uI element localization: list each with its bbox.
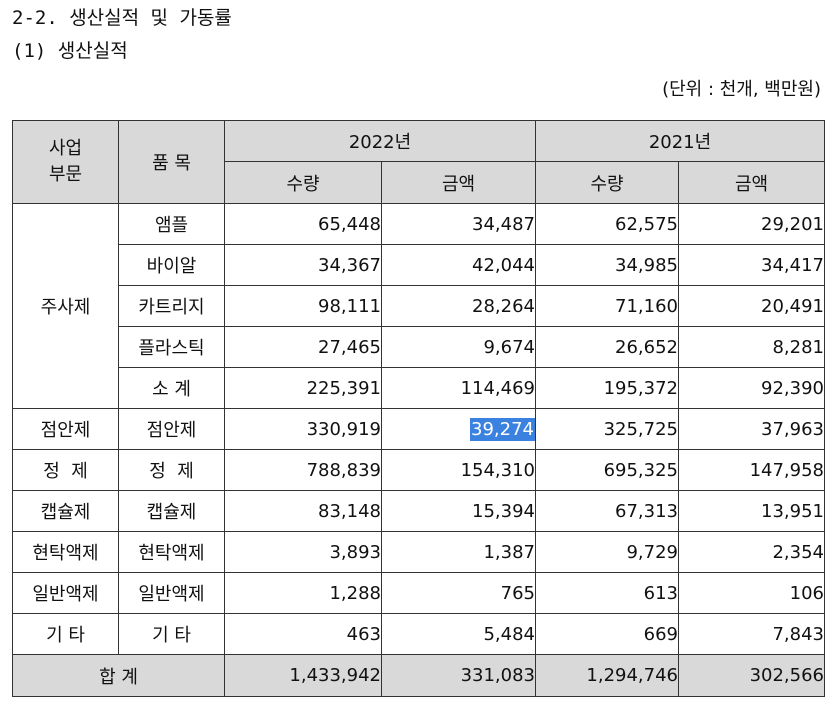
division-cell: 일반액제 <box>12 572 119 614</box>
subsection-heading: (1) 생산실적 <box>12 40 128 62</box>
qty-2022-cell[interactable]: 330,919 <box>224 408 382 450</box>
amount-2021-cell[interactable]: 34,417 <box>678 244 825 286</box>
item-cell: 바이알 <box>118 244 225 286</box>
amount-2022-cell[interactable]: 765 <box>381 572 536 614</box>
table-row: 카트리지 98,111 28,264 71,160 20,491 <box>13 285 825 327</box>
table-row: 플라스틱 27,465 9,674 26,652 8,281 <box>13 326 825 368</box>
section-heading: 2-2. 생산실적 및 가동률 <box>12 7 232 29</box>
qty-2022-cell[interactable]: 98,111 <box>224 285 382 327</box>
table-row: 바이알 34,367 42,044 34,985 34,417 <box>13 244 825 286</box>
division-injection: 주사제 <box>12 203 119 409</box>
amount-2021-cell[interactable]: 147,958 <box>678 449 825 491</box>
qty-2021-cell[interactable]: 695,325 <box>535 449 679 491</box>
selected-cell-text[interactable]: 39,274 <box>470 417 535 441</box>
total-row: 합 계 1,433,942 331,083 1,294,746 302,566 <box>12 654 825 697</box>
table-row: 캡슐제 캡슐제 83,148 15,394 67,313 13,951 <box>12 490 825 532</box>
amount-2021-cell[interactable]: 92,390 <box>678 367 825 409</box>
total-amount-2022[interactable]: 331,083 <box>381 654 536 697</box>
total-qty-2021[interactable]: 1,294,746 <box>535 654 679 697</box>
header-amount-2022: 금액 <box>381 161 536 204</box>
amount-2021-cell[interactable]: 13,951 <box>678 490 825 532</box>
item-cell: 카트리지 <box>118 285 225 327</box>
qty-2022-cell[interactable]: 463 <box>224 613 382 655</box>
division-cell: 기 타 <box>12 613 119 655</box>
qty-2021-cell[interactable]: 26,652 <box>535 326 679 368</box>
qty-2021-cell[interactable]: 34,985 <box>535 244 679 286</box>
table-row: 주사제 앰플 65,448 34,487 62,575 29,201 <box>12 203 825 409</box>
qty-2021-cell[interactable]: 195,372 <box>535 367 679 409</box>
qty-2021-cell[interactable]: 325,725 <box>535 408 679 450</box>
amount-2022-cell[interactable]: 9,674 <box>381 326 536 368</box>
header-division-label: 사업 부문 <box>48 138 83 185</box>
qty-2021-cell[interactable]: 62,575 <box>535 203 679 245</box>
amount-2021-cell[interactable]: 7,843 <box>678 613 825 655</box>
total-amount-2021[interactable]: 302,566 <box>678 654 825 697</box>
qty-2022-cell[interactable]: 83,148 <box>224 490 382 532</box>
item-cell: 플라스틱 <box>118 326 225 368</box>
header-qty-2021: 수량 <box>535 161 679 204</box>
item-cell: 정 제 <box>118 449 225 491</box>
qty-2022-cell[interactable]: 65,448 <box>224 203 382 245</box>
table-row: 점안제 점안제 330,919 39,274 325,725 37,963 <box>12 408 825 450</box>
item-cell: 소 계 <box>118 367 225 409</box>
table-row: 일반액제 일반액제 1,288 765 613 106 <box>12 572 825 614</box>
qty-2021-cell[interactable]: 669 <box>535 613 679 655</box>
item-cell: 점안제 <box>118 408 225 450</box>
item-cell: 일반액제 <box>118 572 225 614</box>
division-cell: 캡슐제 <box>12 490 119 532</box>
amount-2022-cell[interactable]: 114,469 <box>381 367 536 409</box>
amount-2022-cell[interactable]: 154,310 <box>381 449 536 491</box>
qty-2021-cell[interactable]: 71,160 <box>535 285 679 327</box>
header-year-2022: 2022년 <box>224 120 536 162</box>
amount-2021-cell[interactable]: 2,354 <box>678 531 825 573</box>
header-amount-2021: 금액 <box>678 161 825 204</box>
amount-2021-cell[interactable]: 37,963 <box>678 408 825 450</box>
amount-2021-cell[interactable]: 106 <box>678 572 825 614</box>
qty-2022-cell[interactable]: 1,288 <box>224 572 382 614</box>
table-row: 정 제 정 제 788,839 154,310 695,325 147,958 <box>12 449 825 491</box>
qty-2022-cell[interactable]: 3,893 <box>224 531 382 573</box>
qty-2022-cell[interactable]: 788,839 <box>224 449 382 491</box>
amount-2022-cell[interactable]: 28,264 <box>381 285 536 327</box>
division-cell: 현탁액제 <box>12 531 119 573</box>
table-row: 현탁액제 현탁액제 3,893 1,387 9,729 2,354 <box>12 531 825 573</box>
amount-2021-cell[interactable]: 8,281 <box>678 326 825 368</box>
production-table: 사업 부문 품 목 2022년 2021년 수량 금액 수량 금액 주사제 앰플… <box>12 120 825 697</box>
amount-2022-cell[interactable]: 34,487 <box>381 203 536 245</box>
amount-2021-cell[interactable]: 20,491 <box>678 285 825 327</box>
header-qty-2022: 수량 <box>224 161 382 204</box>
qty-2022-cell[interactable]: 225,391 <box>224 367 382 409</box>
total-qty-2022[interactable]: 1,433,942 <box>224 654 382 697</box>
item-cell: 기 타 <box>118 613 225 655</box>
header-item: 품 목 <box>118 120 225 204</box>
division-cell: 점안제 <box>12 408 119 450</box>
header-division: 사업 부문 <box>12 120 119 204</box>
qty-2022-cell[interactable]: 27,465 <box>224 326 382 368</box>
total-label: 합 계 <box>12 654 225 697</box>
table-row: 기 타 기 타 463 5,484 669 7,843 <box>12 613 825 655</box>
header-year-2021: 2021년 <box>535 120 825 162</box>
qty-2022-cell[interactable]: 34,367 <box>224 244 382 286</box>
amount-2022-cell[interactable]: 5,484 <box>381 613 536 655</box>
amount-2022-cell-selected[interactable]: 39,274 <box>381 408 536 450</box>
amount-2022-cell[interactable]: 15,394 <box>381 490 536 532</box>
amount-2022-cell[interactable]: 42,044 <box>381 244 536 286</box>
unit-note: (단위 : 천개, 백만원) <box>662 79 821 100</box>
item-cell: 캡슐제 <box>118 490 225 532</box>
item-cell: 현탁액제 <box>118 531 225 573</box>
amount-2022-cell[interactable]: 1,387 <box>381 531 536 573</box>
qty-2021-cell[interactable]: 67,313 <box>535 490 679 532</box>
qty-2021-cell[interactable]: 613 <box>535 572 679 614</box>
division-cell: 정 제 <box>12 449 119 491</box>
amount-2021-cell[interactable]: 29,201 <box>678 203 825 245</box>
qty-2021-cell[interactable]: 9,729 <box>535 531 679 573</box>
item-cell: 앰플 <box>118 203 225 245</box>
table-row: 소 계 225,391 114,469 195,372 92,390 <box>13 367 825 409</box>
